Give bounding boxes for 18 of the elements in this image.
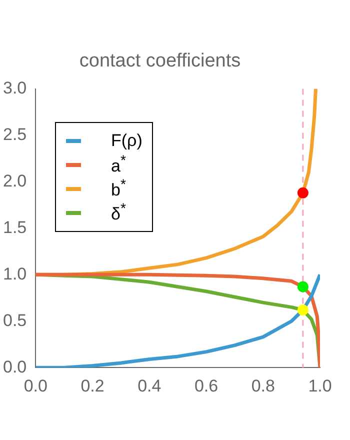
x-tick-label: 0.6 bbox=[194, 376, 218, 396]
x-tick-label: 0.8 bbox=[251, 376, 275, 396]
y-tick-label: 0.5 bbox=[2, 310, 27, 330]
legend-label: F(ρ) bbox=[111, 131, 142, 151]
x-tick-label: 0.0 bbox=[24, 376, 48, 396]
y-tick-label: 1.5 bbox=[2, 218, 27, 237]
x-tick-label: 0.2 bbox=[80, 376, 104, 396]
y-tick-label: 2.5 bbox=[2, 124, 27, 144]
y-tick-label: 3.0 bbox=[2, 78, 27, 98]
x-tick-label: 1.0 bbox=[308, 376, 332, 396]
chart-title: contact coefficients bbox=[79, 50, 241, 72]
y-tick-label: 2.0 bbox=[2, 171, 27, 190]
y-tick-label: 1.0 bbox=[2, 264, 27, 284]
legend-label: δ$^{*}$ bbox=[111, 201, 126, 225]
legend-label: b$^{*}$ bbox=[111, 177, 126, 201]
legend-label: a$^{*}$ bbox=[111, 153, 126, 177]
y-tick-label: 0.0 bbox=[2, 357, 27, 376]
x-tick-label: 0.4 bbox=[138, 376, 162, 396]
